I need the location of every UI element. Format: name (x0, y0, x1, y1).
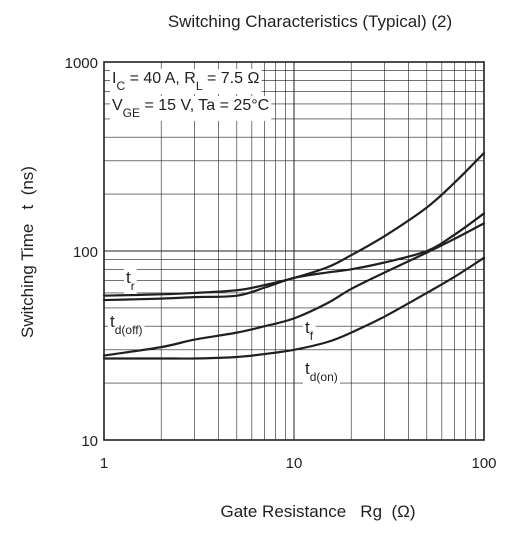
x-axis-label: Gate Resistance Rg (Ω) (220, 502, 415, 521)
y-tick-label: 100 (73, 244, 98, 261)
condition-line-1-bg (110, 69, 262, 94)
series-label-t-r-text: tr (126, 268, 135, 293)
series-line-t-d-off- (102, 212, 486, 302)
series-label-t-d-off--text: td(off) (110, 312, 143, 337)
series-line-t-r (102, 151, 486, 297)
series-label-t-d-on--bg (303, 358, 340, 385)
condition-line-2-bg (110, 96, 272, 121)
series-label-t-f-text: tf (305, 318, 314, 343)
condition-line-1: IC = 40 A, RL = 7.5 Ω (110, 69, 262, 94)
series-label-t-d-off-: td(off) (108, 311, 145, 338)
x-tick-label: 100 (471, 455, 496, 472)
series-label-t-r: tr (124, 267, 137, 294)
series-label-t-d-off--bg (108, 311, 145, 338)
series-line-t-f (102, 222, 486, 357)
curve-layer (102, 151, 486, 360)
series-label-t-d-on-: td(on) (303, 358, 340, 385)
chart-title: Switching Characteristics (Typical) (2) (168, 12, 452, 31)
x-tick-label: 1 (100, 455, 108, 472)
condition-line-2-text: VGE = 15 V, Ta = 25°C (112, 97, 269, 120)
series-label-t-r-bg (124, 267, 137, 294)
y-axis-label: Switching Time t (ns) (18, 166, 37, 338)
grid-layer (103, 61, 485, 441)
series-label-t-f: tf (303, 317, 316, 344)
condition-line-1-text: IC = 40 A, RL = 7.5 Ω (112, 70, 259, 93)
label-layer: IC = 40 A, RL = 7.5 Ω VGE = 15 V, Ta = 25… (108, 69, 340, 385)
condition-line-2: VGE = 15 V, Ta = 25°C (110, 96, 272, 121)
plot-frame (103, 61, 485, 441)
series-line-t-d-on- (102, 256, 486, 360)
series-label-t-f-bg (303, 317, 316, 344)
y-tick-label: 1000 (65, 55, 98, 72)
series-label-t-d-on--text: td(on) (305, 359, 338, 384)
x-tick-label: 10 (286, 455, 303, 472)
y-tick-label: 10 (81, 433, 98, 450)
